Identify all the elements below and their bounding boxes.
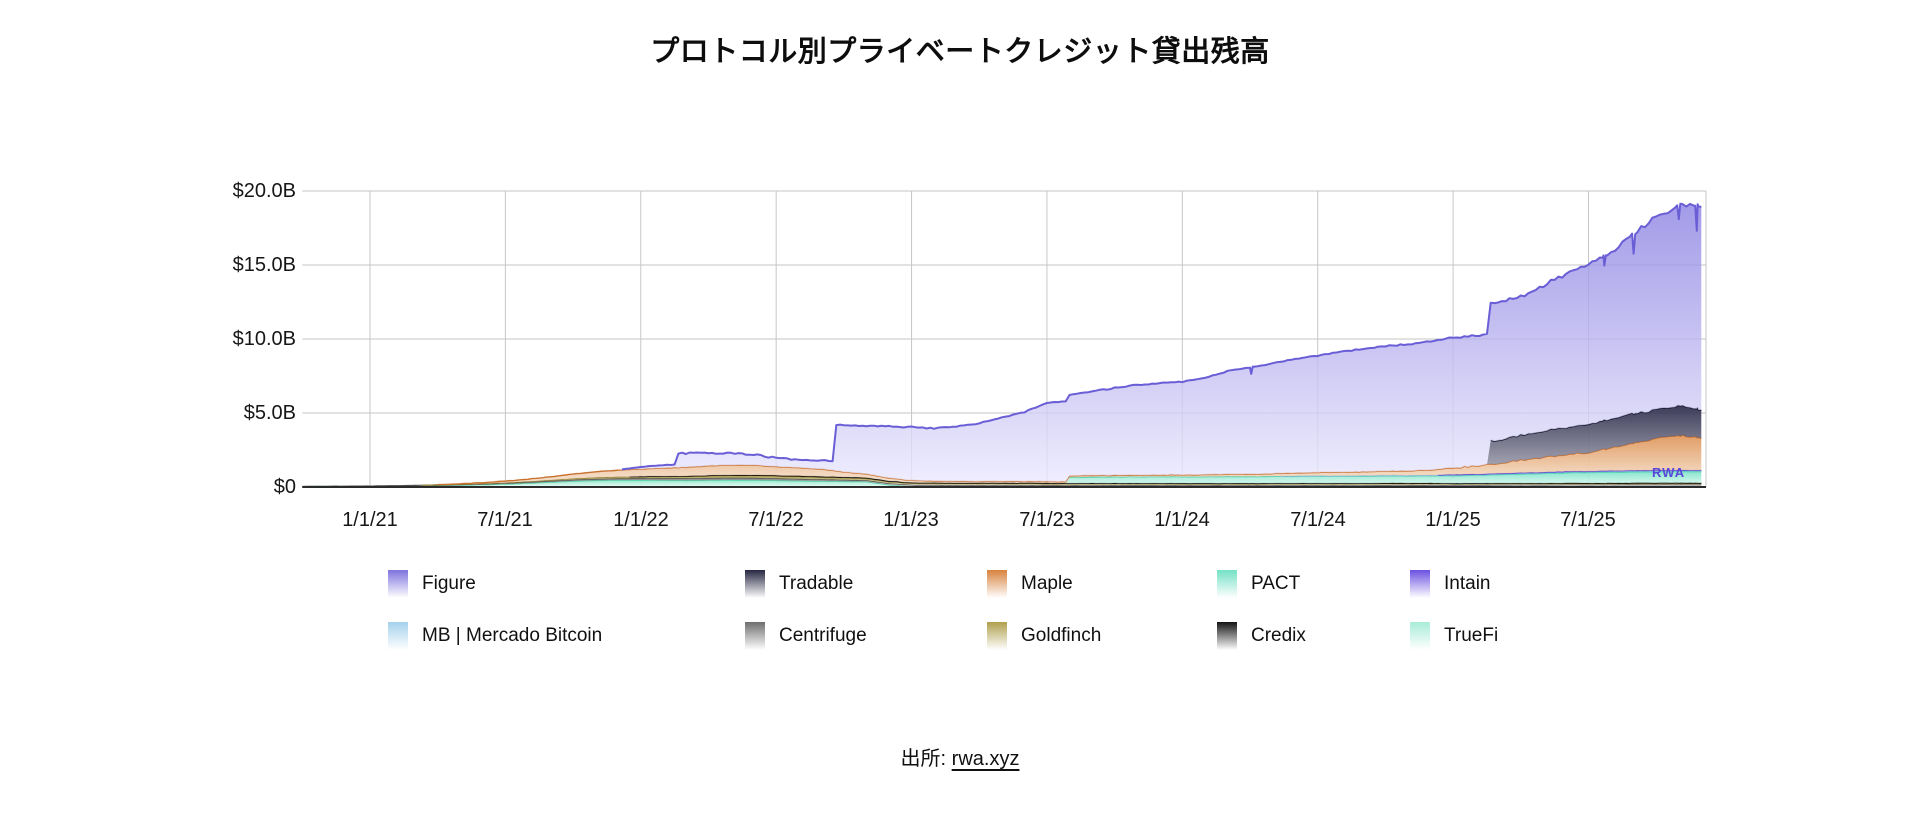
legend-label: Credix	[1251, 625, 1306, 646]
legend-item-goldfinch[interactable]: Goldfinch	[987, 622, 1101, 650]
legend-swatch-mb-mercado-bitcoin	[388, 622, 408, 650]
legend-label: Figure	[422, 573, 476, 594]
x-tick-label: 1/1/25	[1425, 509, 1481, 531]
x-tick-label: 7/1/25	[1560, 509, 1616, 531]
legend-swatch-truefi	[1410, 622, 1430, 650]
legend-label: Maple	[1021, 573, 1073, 594]
y-tick-label: $5.0B	[243, 402, 296, 424]
legend-swatch-goldfinch	[987, 622, 1007, 650]
x-tick-label: 7/1/24	[1290, 509, 1346, 531]
legend-label: PACT	[1251, 573, 1301, 594]
x-tick-label: 7/1/23	[1019, 509, 1075, 531]
legend-swatch-figure	[388, 570, 408, 598]
y-tick-label: $20.0B	[232, 180, 296, 202]
y-tick-label: $15.0B	[232, 254, 296, 276]
legend-item-mb-mercado-bitcoin[interactable]: MB | Mercado Bitcoin	[388, 622, 602, 650]
legend-swatch-credix	[1217, 622, 1237, 650]
legend-swatch-tradable	[745, 570, 765, 598]
legend-item-maple[interactable]: Maple	[987, 570, 1073, 598]
legend-item-figure[interactable]: Figure	[388, 570, 476, 598]
legend-label: MB | Mercado Bitcoin	[422, 625, 603, 646]
x-tick-label: 1/1/22	[613, 509, 669, 531]
y-tick-label: $10.0B	[232, 328, 296, 350]
legend-item-credix[interactable]: Credix	[1217, 622, 1306, 650]
watermark: RWA	[1652, 465, 1686, 480]
legend-label: Goldfinch	[1021, 625, 1102, 646]
x-tick-label: 7/1/21	[477, 509, 533, 531]
source-link[interactable]: rwa.xyz	[951, 748, 1020, 770]
legend-item-truefi[interactable]: TrueFi	[1410, 622, 1498, 650]
legend-label: Centrifuge	[779, 625, 867, 646]
x-tick-label: 1/1/23	[883, 509, 939, 531]
legend-label: Intain	[1444, 573, 1491, 594]
source-prefix: 出所:	[900, 748, 952, 770]
legend-swatch-centrifuge	[745, 622, 765, 650]
legend-item-pact[interactable]: PACT	[1217, 570, 1300, 598]
legend-item-tradable[interactable]: Tradable	[745, 570, 853, 598]
source-note: 出所: rwa.xyz	[0, 742, 1920, 771]
x-tick-label: 7/1/22	[748, 509, 804, 531]
chart-title: プロトコル別プライベートクレジット貸出残高	[650, 36, 1270, 68]
y-tick-label: $0	[273, 476, 296, 498]
legend-item-intain[interactable]: Intain	[1410, 570, 1490, 598]
x-tick-label: 1/1/21	[342, 509, 398, 531]
x-tick-label: 1/1/24	[1154, 509, 1210, 531]
legend-swatch-pact	[1217, 570, 1237, 598]
legend-swatch-intain	[1410, 570, 1430, 598]
legend-label: TrueFi	[1444, 625, 1499, 646]
legend-label: Tradable	[779, 573, 854, 594]
legend-swatch-maple	[987, 570, 1007, 598]
legend-item-centrifuge[interactable]: Centrifuge	[745, 622, 867, 650]
